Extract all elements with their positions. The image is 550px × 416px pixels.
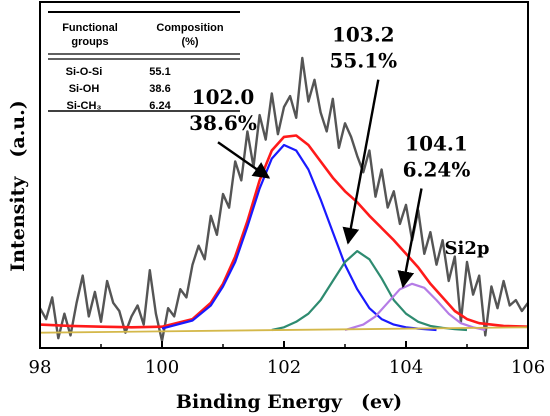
x-axis-label: Binding Energy (ev) [176,391,402,413]
composition-table: Functional groups Composition (%) Si-O-Si 55.… [46,6,240,128]
table-cell-value-2: 6.24 [149,100,171,112]
series-line-2 [161,143,437,332]
table-cell-group-2: Si-CH₃ [66,100,101,112]
annotation-arrow-1 [342,79,380,245]
annotation-arrow-0 [217,141,271,179]
table-background [46,6,240,128]
series-line-1 [40,134,528,329]
series-line-3 [271,250,468,332]
series-line-4 [344,282,486,332]
table-header-0-0: Functional [62,22,118,34]
annotation-0-line-0: 102.0 [192,85,255,109]
x-tick-label-3: 104 [389,357,423,378]
annotations: 102.038.6% 103.255.1% 104.16.24% Si2p [189,23,490,289]
y-axis-label: Intensity (a.u.) [7,100,29,271]
annotation-arrow-2 [397,188,423,289]
table-cell-group-1: Si-OH [69,83,100,95]
annotation-1-line-1: 55.1% [329,49,397,73]
table-header-1-1: (%) [181,36,198,48]
x-tick-label-0: 98 [29,357,52,378]
table-header-1-0: Composition [156,22,223,34]
table-header-0-1: groups [71,36,108,48]
series-line-5 [40,326,528,334]
annotation-2-line-1: 6.24% [403,157,471,181]
annotation-2-line-0: 104.1 [405,131,468,155]
curves-layer [40,56,528,343]
x-ticks: 98 100 102 104 106 [29,341,545,378]
x-tick-label-1: 100 [145,357,179,378]
x-tick-label-4: 106 [511,357,545,378]
series-line-0 [40,56,528,343]
annotation-1-line-0: 103.2 [332,23,395,47]
annotation-3-line-0: Si2p [445,238,490,259]
table-cell-value-0: 55.1 [149,66,170,78]
annotation-0-line-1: 38.6% [189,111,257,135]
table-cell-value-1: 38.6 [149,83,170,95]
table-cell-group-0: Si-O-Si [66,66,103,78]
x-tick-label-2: 102 [267,357,301,378]
